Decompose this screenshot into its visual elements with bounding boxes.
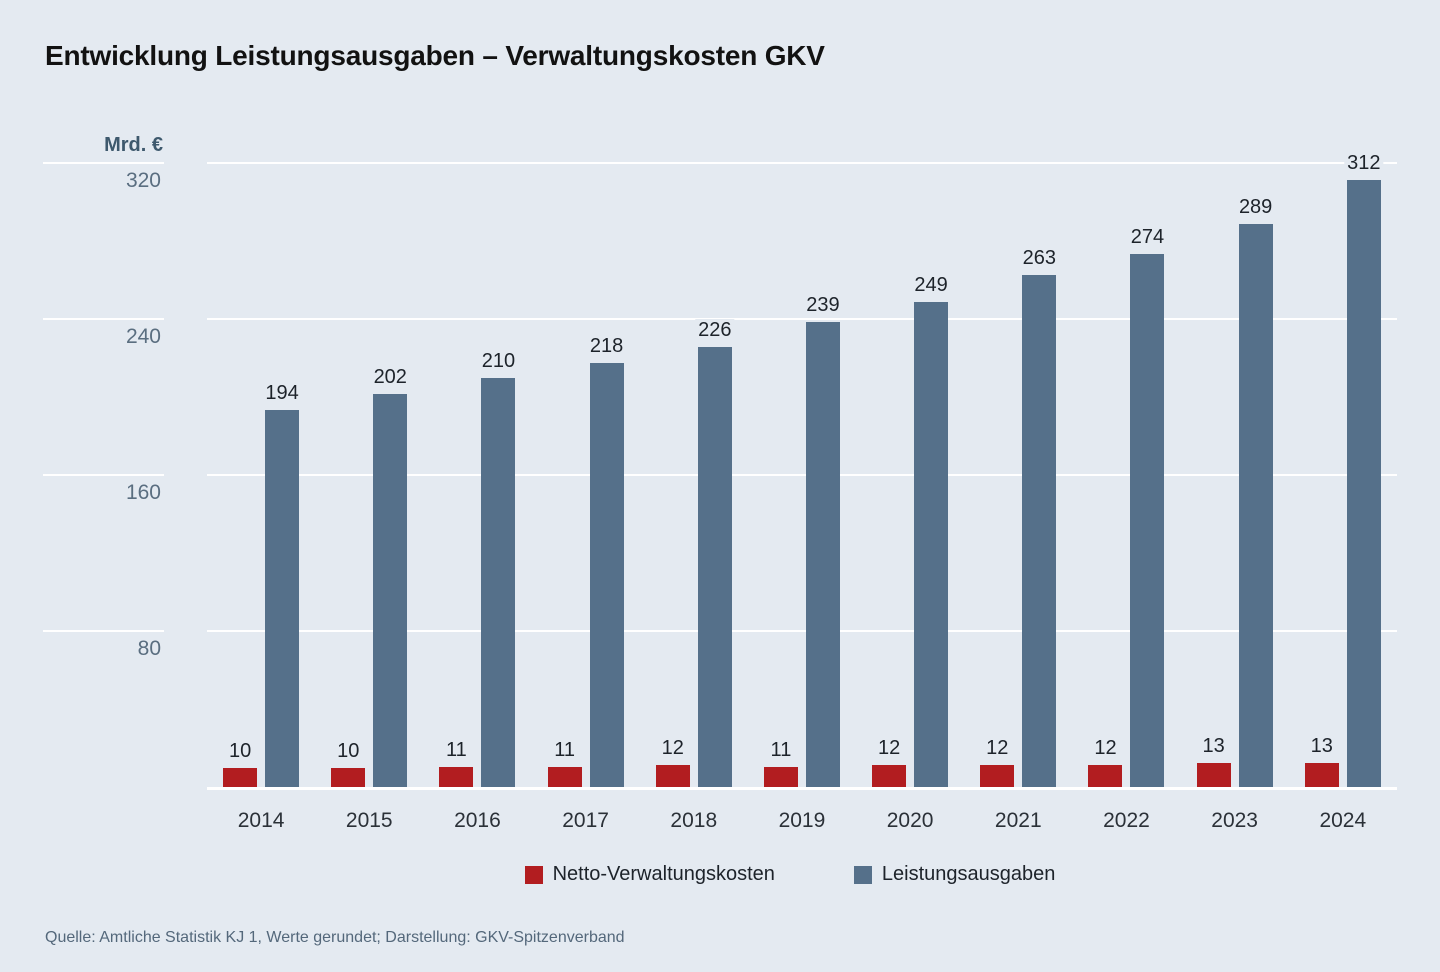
bar-value-label: 11 bbox=[551, 739, 578, 762]
netto-verwaltungskosten-bar: 12 bbox=[1088, 737, 1123, 788]
bar-group: 10 194 2014 bbox=[223, 120, 302, 832]
bar-value-label: 239 bbox=[803, 294, 843, 317]
bar-group: 12 263 2021 bbox=[980, 120, 1059, 832]
netto-verwaltungskosten-bar: 10 bbox=[223, 740, 258, 788]
bar-value-label: 289 bbox=[1235, 196, 1276, 219]
x-axis-year-label: 2024 bbox=[1319, 809, 1367, 832]
leistungsausgaben-bar: 312 bbox=[1344, 152, 1384, 788]
bar-value-label: 218 bbox=[586, 335, 627, 358]
source-note: Quelle: Amtliche Statistik KJ 1, Werte g… bbox=[45, 929, 625, 946]
bar-group: 12 274 2022 bbox=[1088, 120, 1168, 832]
netto-verwaltungskosten-bar: 12 bbox=[655, 737, 690, 788]
bar-value-label: 10 bbox=[334, 740, 363, 763]
gridline-left-segment bbox=[43, 162, 164, 164]
y-tick-label: 160 bbox=[125, 481, 161, 504]
gridline-left-segment bbox=[43, 318, 164, 320]
netto-verwaltungskosten-bar: 13 bbox=[1196, 735, 1231, 788]
leistungsausgaben-bar: 239 bbox=[803, 294, 843, 788]
bar-group: 11 239 2019 bbox=[763, 120, 843, 832]
bar-value-label: 12 bbox=[983, 737, 1012, 760]
bar-value-label: 274 bbox=[1127, 226, 1168, 249]
legend-item: Netto-Verwaltungskosten bbox=[524, 863, 775, 886]
x-axis-year-label: 2016 bbox=[454, 809, 501, 832]
legend-label: Leistungsausgaben bbox=[881, 863, 1056, 885]
chart-title: Entwicklung Leistungsausgaben – Verwaltu… bbox=[45, 40, 825, 71]
bar-value-label: 202 bbox=[370, 366, 410, 389]
bar-value-label: 11 bbox=[443, 739, 470, 762]
x-axis-year-label: 2022 bbox=[1103, 809, 1150, 832]
x-axis-baseline bbox=[207, 787, 1397, 790]
leistungsausgaben-bar: 226 bbox=[695, 319, 735, 788]
bar-value-label: 12 bbox=[1091, 737, 1120, 760]
bar-group: 11 218 2017 bbox=[547, 120, 627, 832]
bar-chart-plot-area: 10 194 2014 10 202 2015 11 210 2016 11 218 2017 12 22… bbox=[207, 120, 1397, 832]
bar-value-label: 12 bbox=[874, 737, 904, 760]
x-axis-year-label: 2019 bbox=[778, 809, 826, 832]
netto-verwaltungskosten-bar: 12 bbox=[872, 737, 907, 788]
netto-verwaltungskosten-bar: 12 bbox=[980, 737, 1015, 788]
bar-group: 12 249 2020 bbox=[872, 120, 951, 832]
netto-verwaltungskosten-bar: 11 bbox=[439, 739, 474, 788]
bar-value-label: 11 bbox=[767, 739, 795, 762]
x-axis-year-label: 2017 bbox=[562, 809, 609, 832]
legend: Netto-Verwaltungskosten Leistungsausgaben bbox=[0, 863, 1440, 886]
x-axis-year-label: 2018 bbox=[670, 809, 718, 832]
leistungsausgaben-bar: 289 bbox=[1235, 196, 1276, 788]
y-tick-label: 240 bbox=[125, 325, 161, 348]
y-axis-unit-label: Mrd. € bbox=[104, 134, 163, 156]
gridline-left-segment bbox=[43, 474, 164, 476]
netto-verwaltungskosten-bar: 11 bbox=[763, 739, 798, 788]
leistungsausgaben-bar: 194 bbox=[262, 382, 302, 788]
bar-value-label: 13 bbox=[1199, 735, 1228, 758]
bar-value-label: 13 bbox=[1307, 735, 1336, 758]
gridline-left-segment bbox=[43, 630, 164, 632]
x-axis-year-label: 2015 bbox=[345, 809, 393, 832]
bar-value-label: 210 bbox=[478, 350, 519, 373]
bar-value-label: 10 bbox=[225, 740, 255, 763]
bar-group: 12 226 2018 bbox=[655, 120, 735, 832]
netto-verwaltungskosten-bar: 13 bbox=[1304, 735, 1339, 788]
bar-group: 10 202 2015 bbox=[331, 120, 410, 832]
bar-value-label: 12 bbox=[658, 737, 687, 760]
netto-verwaltungskosten-bar: 10 bbox=[331, 740, 366, 788]
legend-label: Netto-Verwaltungskosten bbox=[552, 863, 775, 885]
legend-item: Leistungsausgaben bbox=[853, 863, 1056, 886]
bar-value-label: 194 bbox=[262, 382, 302, 405]
gridline-right-segment bbox=[207, 162, 1397, 164]
legend-swatch bbox=[853, 865, 872, 884]
leistungsausgaben-bar: 249 bbox=[911, 274, 951, 788]
y-tick-label: 80 bbox=[137, 637, 161, 660]
gridline-right-segment bbox=[207, 318, 1397, 320]
bar-group: 11 210 2016 bbox=[439, 120, 519, 832]
bar-group: 13 289 2023 bbox=[1196, 120, 1276, 832]
x-axis-year-label: 2014 bbox=[237, 809, 285, 832]
leistungsausgaben-bar: 263 bbox=[1019, 247, 1059, 788]
x-axis-year-label: 2023 bbox=[1211, 809, 1258, 832]
x-axis-year-label: 2021 bbox=[994, 809, 1042, 832]
leistungsausgaben-bar: 210 bbox=[478, 350, 519, 788]
y-tick-label: 320 bbox=[125, 169, 161, 192]
gridline-right-segment bbox=[207, 630, 1397, 632]
bar-value-label: 249 bbox=[911, 274, 951, 297]
leistungsausgaben-bar: 274 bbox=[1127, 226, 1168, 788]
bar-group: 13 312 2024 bbox=[1304, 120, 1384, 832]
legend-swatch bbox=[524, 865, 543, 884]
bar-value-label: 312 bbox=[1344, 152, 1384, 175]
bar-value-label: 263 bbox=[1019, 247, 1059, 270]
gridline-right-segment bbox=[207, 474, 1397, 476]
x-axis-year-label: 2020 bbox=[886, 809, 934, 832]
bar-value-label: 226 bbox=[695, 319, 735, 342]
netto-verwaltungskosten-bar: 11 bbox=[547, 739, 582, 788]
leistungsausgaben-bar: 202 bbox=[370, 366, 410, 788]
leistungsausgaben-bar: 218 bbox=[586, 335, 627, 788]
